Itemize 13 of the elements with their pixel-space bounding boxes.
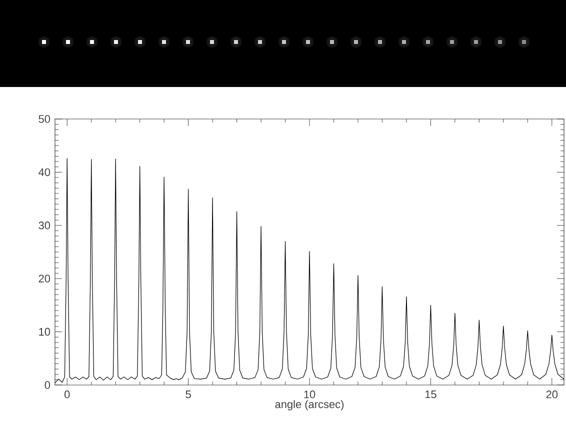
y-tick-label: 20 [38, 274, 50, 282]
x-tick-label: 10 [304, 390, 316, 398]
x-axis-title: angle (arcsec) [275, 400, 344, 410]
y-tick-label: 30 [38, 222, 50, 230]
x-tick-label: 20 [546, 390, 558, 398]
y-tick-label: 50 [38, 115, 50, 123]
line-series [55, 158, 564, 384]
y-tick-label: 10 [39, 328, 50, 336]
y-tick-label: 0 [44, 381, 50, 389]
x-tick-label: 15 [425, 390, 436, 398]
y-tick-label: 40 [38, 168, 50, 176]
x-tick-label: 0 [64, 390, 70, 398]
x-tick-label: 5 [186, 390, 191, 398]
